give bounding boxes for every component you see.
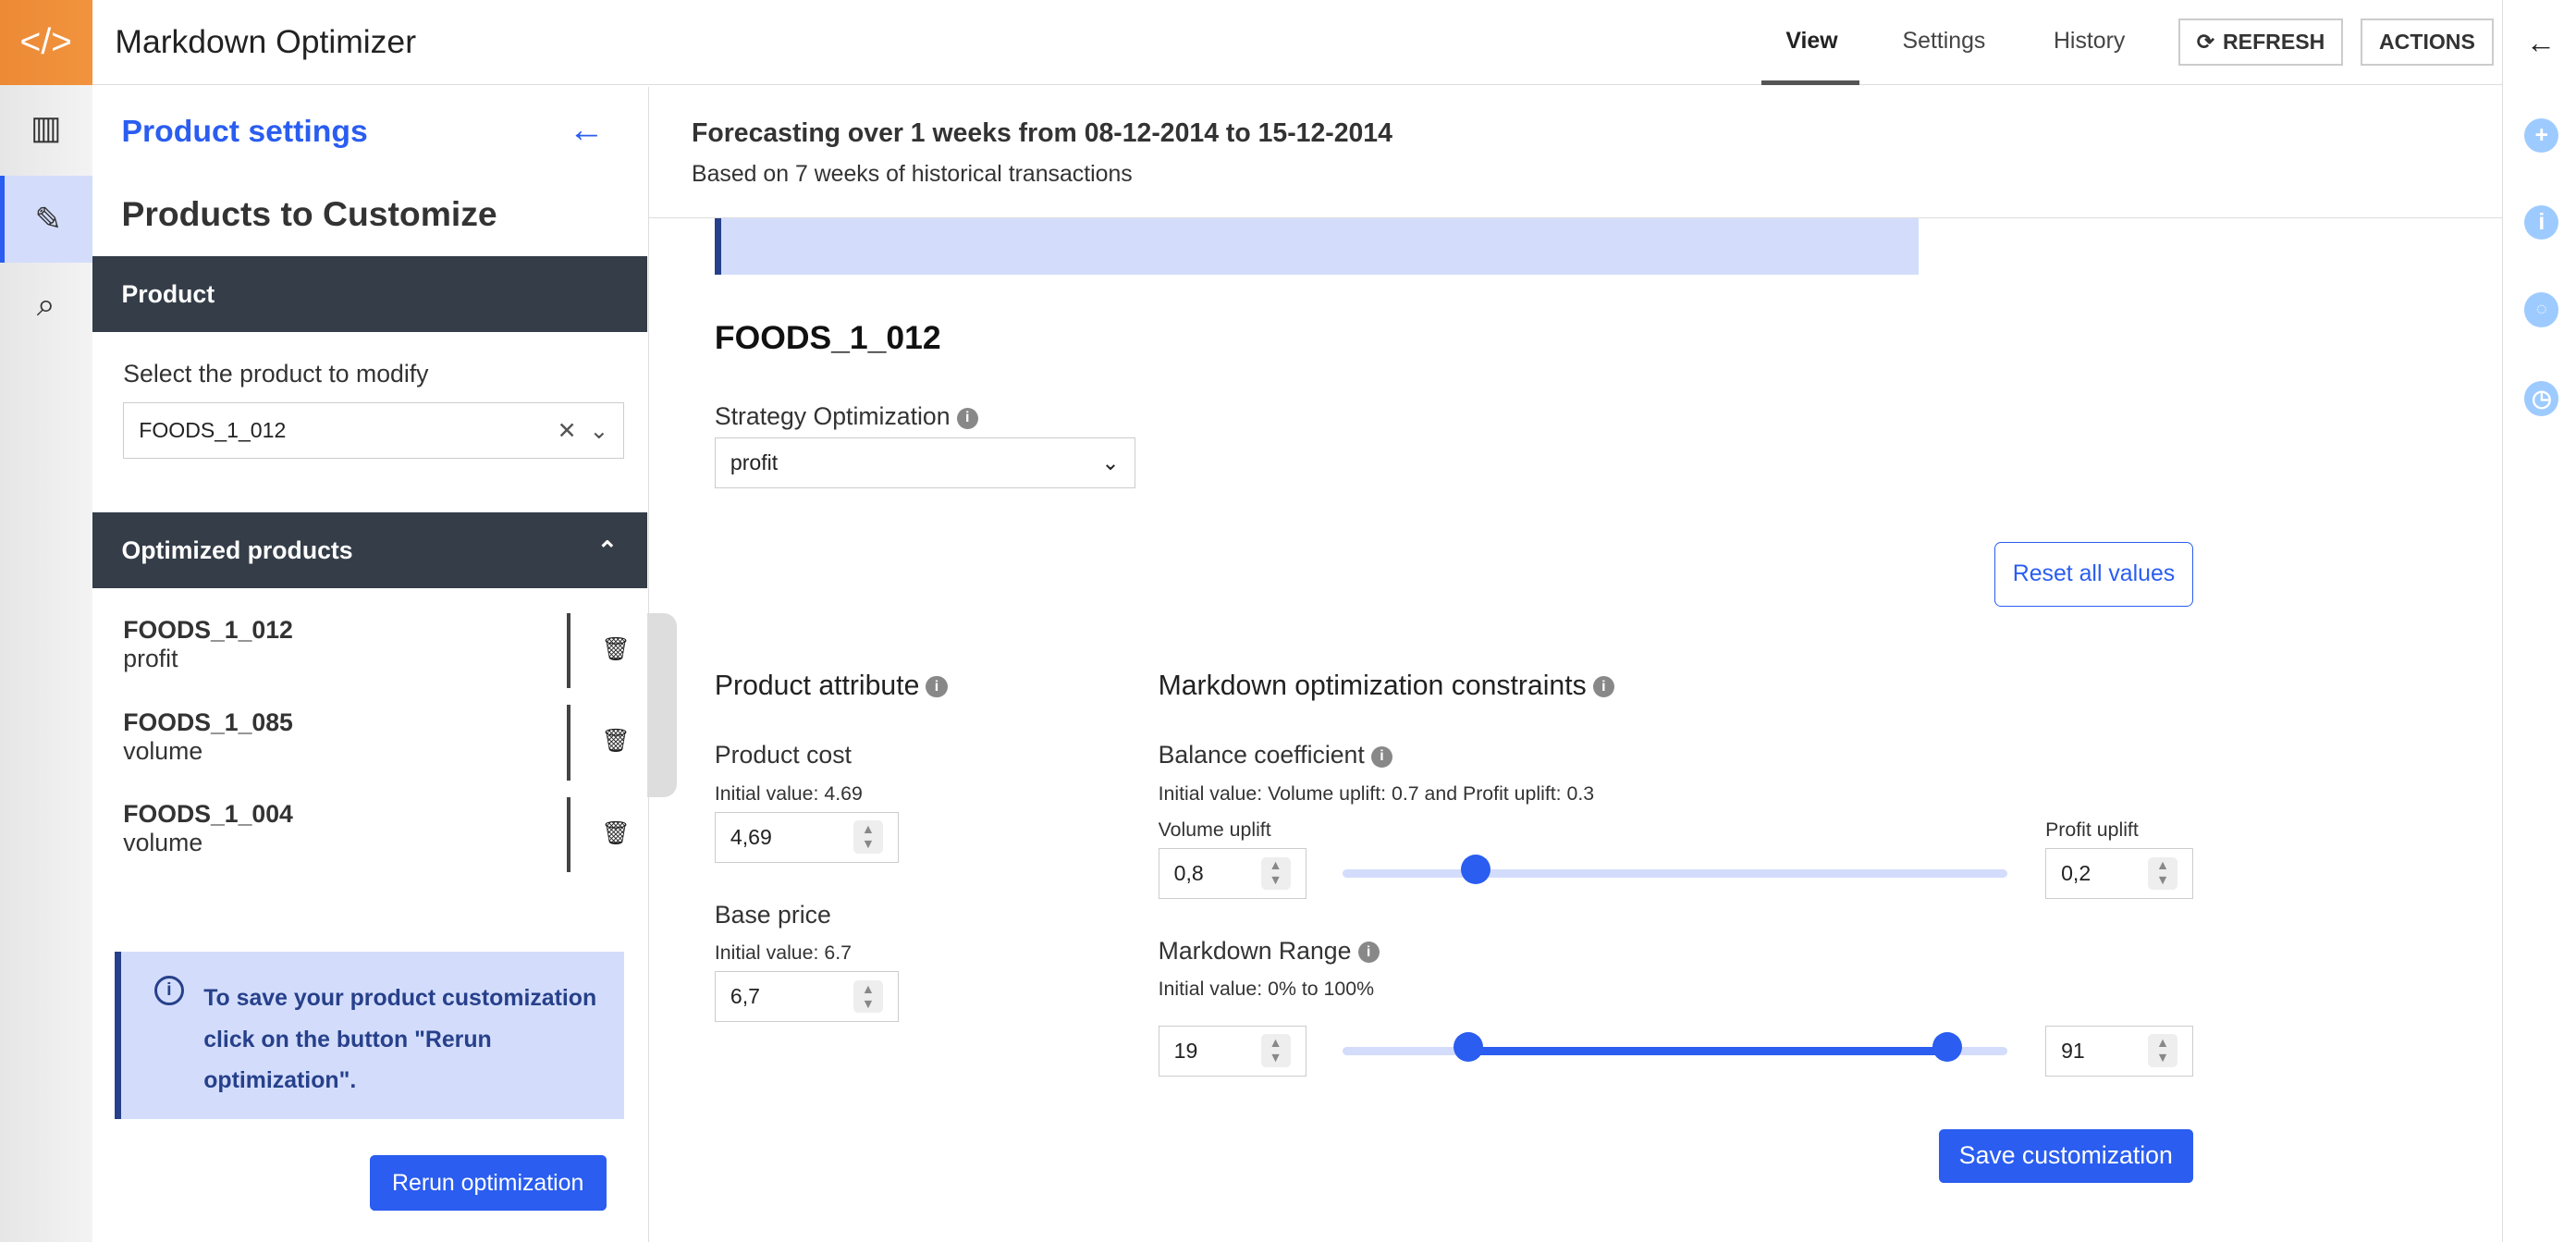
- stepper-icon: ▲ ▼: [1260, 856, 1291, 891]
- chevron-down-icon: ⌄: [1101, 449, 1120, 474]
- left-panel: Product settings ← Products to Customize…: [92, 87, 678, 1243]
- main-content: Forecasting over 1 weeks from 08-12-2014…: [648, 87, 2503, 1242]
- optimized-section-label: Optimized products: [121, 535, 353, 564]
- profit-label: Profit uplift: [2045, 818, 2139, 841]
- actions-button[interactable]: ACTIONS: [2361, 18, 2494, 67]
- stepper-icon: ▲ ▼: [2148, 856, 2178, 891]
- clock-icon[interactable]: ◷: [2524, 381, 2559, 416]
- cost-initial: Initial value: 4.69: [714, 781, 863, 805]
- balance-slider-handle[interactable]: [1460, 854, 1490, 884]
- info-icon[interactable]: i: [2524, 205, 2559, 240]
- volume-label: Volume uplift: [1158, 818, 1271, 841]
- strategy-label: Strategy Optimization i: [715, 402, 978, 431]
- dashboard-icon[interactable]: ▥: [30, 109, 62, 147]
- product-select-value: FOODS_1_012: [139, 418, 287, 442]
- profit-input[interactable]: 0,2 ▲ ▼: [2045, 847, 2193, 899]
- refresh-icon: ⟳: [2196, 29, 2215, 54]
- cost-input[interactable]: 4,69 ▲ ▼: [714, 811, 899, 863]
- range-fill: [1468, 1046, 1948, 1055]
- tab-settings[interactable]: Settings: [1902, 28, 1986, 55]
- price-input[interactable]: 6,7 ▲ ▼: [714, 971, 899, 1023]
- product-title: FOODS_1_012: [714, 318, 941, 356]
- chat-icon[interactable]: ◌: [2524, 292, 2559, 327]
- strategy-select[interactable]: profit ⌄: [714, 437, 1135, 488]
- code-logo-icon[interactable]: </>: [0, 0, 92, 86]
- panel-subtitle: Products to Customize: [121, 193, 497, 233]
- collapse-arrow-icon[interactable]: ←: [568, 110, 605, 151]
- chevron-up-icon[interactable]: ⌃: [596, 535, 619, 564]
- clear-icon[interactable]: ✕: [557, 417, 577, 444]
- stepper-icon: ▲ ▼: [2148, 1034, 2178, 1067]
- product-select[interactable]: FOODS_1_012 ✕ ⌄: [123, 402, 625, 459]
- notice-text: To save your product customization click…: [203, 985, 597, 1094]
- chevron-down-icon[interactable]: ⌄: [589, 417, 609, 444]
- refresh-button[interactable]: ⟳ REFRESH: [2178, 18, 2344, 67]
- pencil-icon[interactable]: ✎: [0, 176, 92, 264]
- attribute-title: Product attribute i: [715, 671, 948, 702]
- info-icon[interactable]: i: [1370, 745, 1392, 768]
- reset-all-values-button[interactable]: Reset all values: [1994, 542, 2193, 607]
- panel-title: Product settings: [121, 113, 368, 149]
- info-icon[interactable]: i: [1357, 941, 1380, 964]
- forecast-subtitle: Based on 7 weeks of historical transacti…: [692, 161, 1133, 188]
- info-icon[interactable]: i: [956, 407, 978, 429]
- info-circle-icon: i: [153, 976, 184, 1006]
- range-min-input[interactable]: 19 ▲ ▼: [1158, 1025, 1306, 1077]
- stepper-icon: ▲ ▼: [1260, 1034, 1291, 1067]
- info-icon[interactable]: i: [926, 676, 948, 698]
- trash-icon[interactable]: 🗑: [601, 635, 631, 662]
- cost-label: Product cost: [714, 741, 852, 769]
- save-customization-button[interactable]: Save customization: [1938, 1128, 2193, 1184]
- right-rail: ← + i ◌ ◷: [2502, 0, 2576, 1243]
- tab-view-underline: [1760, 80, 1860, 86]
- forecast-title: Forecasting over 1 weeks from 08-12-2014…: [692, 117, 1392, 148]
- refresh-label: REFRESH: [2223, 29, 2325, 54]
- banner: [714, 218, 1920, 275]
- list-item[interactable]: FOODS_1_004 volume: [123, 800, 293, 857]
- range-max-handle[interactable]: [1932, 1031, 1963, 1062]
- tab-history[interactable]: History: [2053, 28, 2126, 55]
- list-item[interactable]: FOODS_1_085 volume: [123, 708, 293, 765]
- product-section-label: Product: [121, 279, 215, 308]
- optimized-section-header[interactable]: Optimized products ⌃: [92, 512, 648, 589]
- back-arrow-icon[interactable]: ←: [2525, 26, 2556, 60]
- stepper-icon: ▲ ▼: [853, 979, 883, 1014]
- plus-icon[interactable]: +: [2524, 117, 2559, 154]
- range-max-input[interactable]: 91 ▲ ▼: [2045, 1025, 2193, 1077]
- constraints-title: Markdown optimization constraints i: [1159, 671, 1614, 702]
- price-label: Base price: [714, 900, 831, 929]
- strategy-value: profit: [730, 449, 779, 474]
- info-icon[interactable]: i: [1592, 676, 1614, 698]
- balance-initial: Initial value: Volume uplift: 0.7 and Pr…: [1158, 781, 1595, 805]
- balance-slider[interactable]: [1342, 854, 2008, 884]
- range-min-handle[interactable]: [1454, 1031, 1484, 1062]
- range-initial: Initial value: 0% to 100%: [1158, 978, 1375, 1001]
- tab-view[interactable]: View: [1785, 28, 1838, 55]
- rerun-optimization-button[interactable]: Rerun optimization: [369, 1155, 607, 1212]
- select-label: Select the product to modify: [123, 360, 429, 388]
- trash-icon[interactable]: 🗑: [601, 728, 631, 755]
- app-title: Markdown Optimizer: [115, 22, 417, 60]
- product-section-header: Product: [92, 256, 648, 332]
- balance-label: Balance coefficient i: [1159, 741, 1392, 769]
- chart-search-icon[interactable]: ⌕: [36, 286, 55, 324]
- info-notice: i To save your product customization cli…: [115, 951, 625, 1119]
- panel-resize-handle[interactable]: [647, 612, 678, 797]
- trash-icon[interactable]: 🗑: [601, 819, 631, 846]
- range-slider[interactable]: [1342, 1031, 2008, 1062]
- list-item[interactable]: FOODS_1_012 profit: [123, 616, 293, 673]
- range-label: Markdown Range i: [1159, 937, 1380, 966]
- stepper-icon: ▲ ▼: [853, 820, 883, 855]
- volume-input[interactable]: 0,8 ▲ ▼: [1158, 847, 1306, 899]
- app-rail: </> ▥ ✎ ⌕: [0, 0, 92, 1243]
- top-bar: Markdown Optimizer View Settings History…: [92, 0, 2503, 86]
- price-initial: Initial value: 6.7: [714, 941, 852, 965]
